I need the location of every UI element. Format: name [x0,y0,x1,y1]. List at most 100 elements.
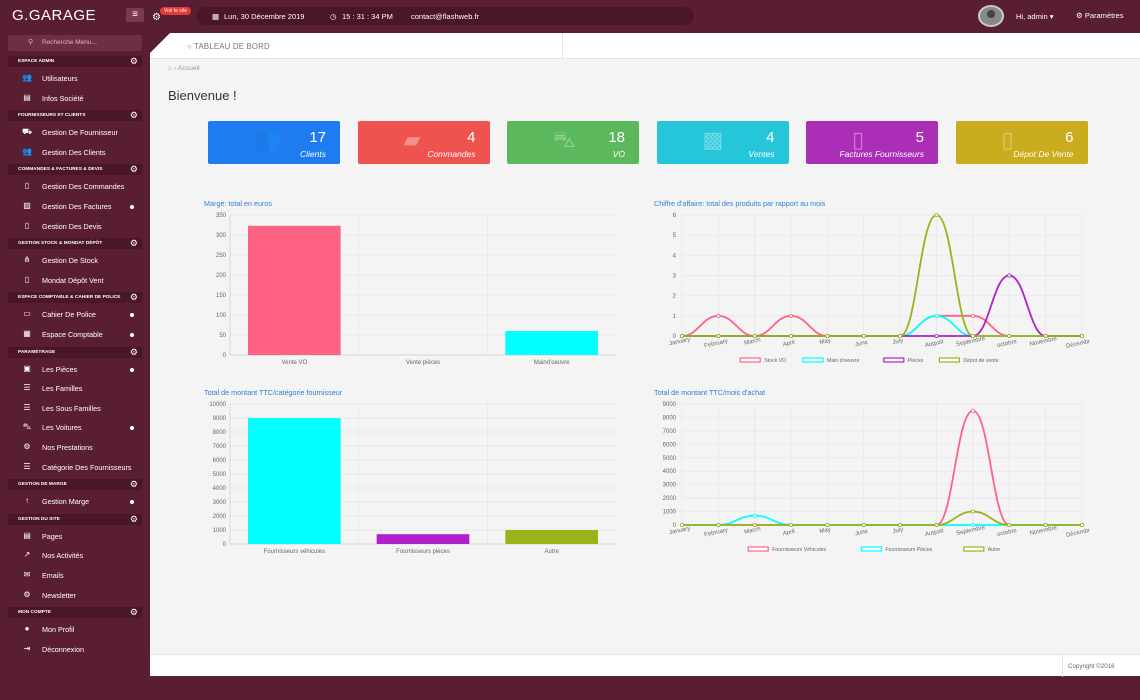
sidebar-item-label: Emails [42,571,64,580]
sidebar-item-label: Pages [42,531,63,541]
y-tick-label: 6000 [663,442,677,448]
legend-label: Dépot de vente [963,358,998,364]
indicator-dot [130,367,134,372]
data-point [1079,333,1084,338]
x-tick-label: February [704,528,729,539]
logout-icon: ⇥ [23,643,31,653]
sidebar-item[interactable]: 👥 Utilisateurs [8,69,142,87]
stat-card[interactable]: ▰ 4 Commandes [357,121,490,164]
data-point [1007,522,1012,527]
user-icon: ● [24,624,30,634]
stat-card[interactable]: 👥 17 Clients [208,121,340,164]
sidebar-item[interactable]: ✉ Emails [8,566,142,584]
gear-icon[interactable]: ⚙ [129,346,138,357]
data-point [752,513,757,518]
y-tick-label: 2000 [213,514,227,520]
gear-icon[interactable]: ⚙ [129,607,138,618]
sidebar-item[interactable]: ↑ Gestion Marge [8,492,142,510]
current-date: Lun, 30 Décembre 2019 [224,12,305,21]
chart-achat: Total de montant TTC/mois d'achat 0 1000 2… [654,388,1090,558]
legend-label: Stock VO [764,358,786,364]
data-point [898,333,903,338]
sidebar-item[interactable]: ▭ Cahier De Police [8,305,142,323]
sidebar-item[interactable]: ⚙ Nos Prestations [8,438,142,456]
sidebar-item[interactable]: ● Mon Profil [8,620,142,638]
sidebar-item[interactable]: ▤ Infos Société [8,89,142,107]
y-tick-label: 0 [223,542,227,548]
sidebar-item[interactable]: ▨ Gestion Des Factures [8,197,142,215]
copyright: Copyright ©2016 [1068,663,1115,670]
sidebar-item[interactable]: ☰ Les Familles [8,379,142,397]
data-point [679,333,684,338]
gear-icon[interactable]: ⚙ [129,513,138,524]
menu-icon[interactable]: ≡ [126,8,144,22]
sidebar-item[interactable]: ▯ Gestion Des Commandes [8,177,142,195]
breadcrumb-current[interactable]: Accueil [177,65,200,72]
sidebar-item[interactable]: ⛟ Gestion De Fournisseur [8,123,142,141]
gear-icon[interactable]: ⚙ [129,238,138,249]
sidebar-item[interactable]: ▣ Les Pièces [8,360,142,378]
stat-card[interactable]: ▩ 4 Ventes [656,121,789,164]
sidebar-item[interactable]: ▯ Mondat Dépôt Vent [8,271,142,289]
header-divider [562,33,563,59]
sidebar-item-label: Gestion Des Factures [42,202,112,211]
sidebar-item-label: Nos Prestations [42,443,93,452]
sidebar-item[interactable]: ⚙ Newsletter [8,586,142,604]
sidebar-item[interactable]: ⛍ Les Voitures [8,418,142,436]
avatar[interactable] [978,5,1004,27]
brand-logo[interactable]: G.GARAGE [12,7,97,24]
y-tick-label: 1000 [663,510,677,516]
sidebar-item[interactable]: 👥 Gestion Des Clients [8,143,142,161]
home-icon[interactable]: ⌂ [168,65,173,72]
series-line [681,510,1082,526]
sidebar-item-label: Espace Comptable [42,330,103,339]
book-icon: ▭ [23,309,31,319]
series-line [681,514,1082,526]
sidebar-section-header: PARAMÉTRAGE ⚙ [8,346,142,358]
sidebar-item[interactable]: ⋔ Gestion De Stock [8,251,142,269]
bar [505,331,598,355]
x-tick-label: Décembre [1066,527,1090,539]
calculator-icon: ▦ [23,329,31,338]
gear-icon[interactable]: ⚙ [129,56,138,66]
sidebar-item[interactable]: ☰ Les Sous Familles [8,399,142,417]
y-tick-label: 9000 [663,402,677,408]
data-point [1007,273,1012,278]
gear-icon[interactable]: ⚙ [129,110,138,121]
search-input[interactable]: ⚲ Recherche Menu... [8,35,142,51]
sidebar-section-header: ESPACE COMPTABLE & CAHIER DE POLICE ⚙ [8,292,142,304]
users-icon: 👥 [22,73,32,82]
y-tick-label: 200 [216,273,227,279]
y-tick-label: 100 [216,313,227,319]
stat-card[interactable]: ▯ 5 Factures Fournisseurs [806,121,938,164]
gear-icon[interactable]: ⚙ [129,292,138,303]
user-menu[interactable]: Hi, admin ▾ [1016,12,1054,21]
y-tick-label: 300 [216,233,227,239]
y-tick-label: 5000 [213,472,227,478]
gear-icon[interactable]: ⚙ [129,164,138,175]
x-tick-label: Septembre [956,336,987,348]
stat-card[interactable]: ⛍ 18 VO [507,121,639,164]
x-tick-label: Maind'oeuvre [534,360,570,366]
sidebar-item[interactable]: ▯ Gestion Des Devis [8,217,142,235]
legend-swatch [963,546,985,552]
x-tick-label: Novembre [1029,336,1058,348]
sidebar-item[interactable]: ▤ Pages [8,527,142,545]
sidebar-item[interactable]: ⇥ Déconnexion [8,640,142,658]
x-tick-label: August [925,339,945,349]
current-time: 15 : 31 : 34 PM [342,12,393,21]
settings-button[interactable]: ⚙ Paramètres [1076,11,1124,20]
gear-icon[interactable]: ⚙ [129,479,138,490]
sidebar-item[interactable]: ▦ Espace Comptable [8,325,142,343]
sidebar-section-header: FOURNISSEURS ET CLIENTS ⚙ [8,110,142,122]
sidebar-item[interactable]: ↗ Nos Activités [8,546,142,564]
view-site-button[interactable]: ⚙ Voir le site [152,7,192,24]
stat-value: 4 [766,129,775,146]
series-line [681,274,1082,337]
gear-icon: ⚙ [1076,11,1083,20]
stat-card[interactable]: ▯ 6 Dépot De Vente [955,121,1088,164]
stat-label: Factures Fournisseurs [839,149,924,159]
sidebar-item[interactable]: ☰ Catégorie Des Fournisseurs [8,458,142,476]
x-tick-label: Septembre [956,525,987,537]
sidebar-item-label: Les Voitures [42,423,82,433]
